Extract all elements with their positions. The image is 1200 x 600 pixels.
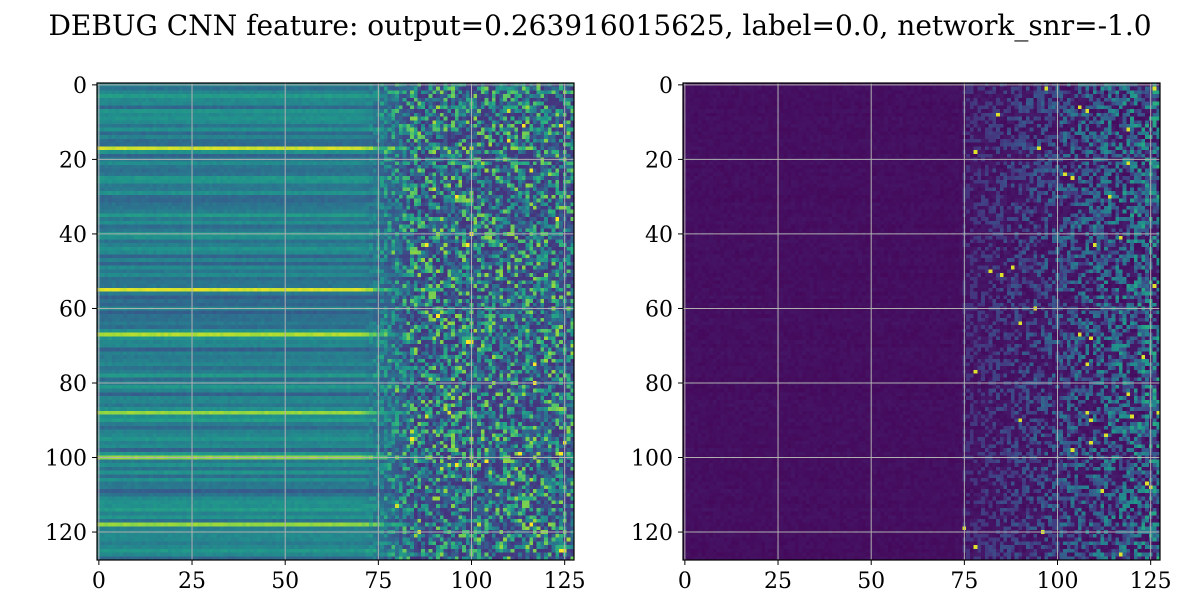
- heatmap-right: 0 25 50 75 100 125 0 20 40 60 80 100 120: [631, 74, 1172, 594]
- x-tick-label: 125: [1130, 569, 1172, 594]
- figure-title: DEBUG CNN feature: output=0.263916015625…: [48, 9, 1151, 42]
- x-tick-label: 25: [764, 569, 792, 594]
- y-tick-label: 100: [45, 447, 87, 472]
- y-tick-label: 20: [645, 148, 673, 173]
- x-tick-label: 50: [857, 569, 885, 594]
- heatmap-left: 0 25 50 75 100 125 0 20 40 60 80 100 120: [45, 74, 586, 594]
- y-tick-label: 60: [59, 297, 87, 322]
- x-tick-label: 125: [544, 569, 586, 594]
- x-tick-label: 25: [178, 569, 206, 594]
- y-tick-label: 40: [59, 223, 87, 248]
- y-tick-label: 120: [631, 521, 673, 546]
- axes-frame: [682, 82, 1161, 561]
- y-tick-label: 80: [645, 372, 673, 397]
- axes-frame: [96, 82, 575, 561]
- x-tick-label: 0: [678, 569, 692, 594]
- y-tick-label: 60: [645, 297, 673, 322]
- y-tick-label: 80: [59, 372, 87, 397]
- y-tick-label: 100: [631, 447, 673, 472]
- y-tick-label: 0: [659, 74, 673, 99]
- x-tick-label: 75: [950, 569, 978, 594]
- y-tick-label: 40: [645, 223, 673, 248]
- x-tick-label: 100: [451, 569, 493, 594]
- y-tick-label: 120: [45, 521, 87, 546]
- x-tick-label: 75: [364, 569, 392, 594]
- heatmap-image: [97, 83, 574, 560]
- y-tick-label: 20: [59, 148, 87, 173]
- x-tick-label: 0: [92, 569, 106, 594]
- x-tick-label: 100: [1037, 569, 1079, 594]
- x-tick-label: 50: [271, 569, 299, 594]
- heatmap-image: [683, 83, 1160, 560]
- y-tick-label: 0: [73, 74, 87, 99]
